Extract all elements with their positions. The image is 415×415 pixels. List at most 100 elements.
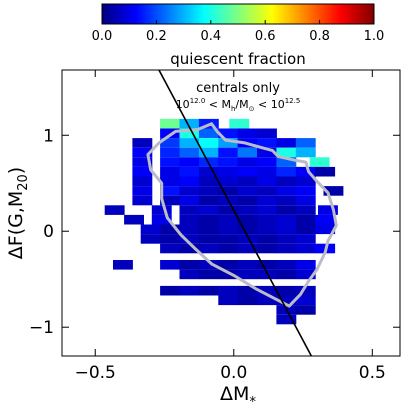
heatmap-cell — [218, 285, 239, 296]
colorbar-tick-label: 0.0 — [92, 29, 113, 44]
heatmap-cell — [218, 147, 239, 158]
heatmap-cell — [179, 157, 200, 167]
heatmap-cell — [295, 138, 316, 148]
heatmap-cell — [179, 195, 200, 206]
heatmap-cell — [237, 147, 258, 158]
heatmap-cell — [257, 205, 277, 215]
heatmap-cell — [218, 214, 239, 225]
heatmap-cell — [237, 205, 258, 215]
heatmap-cell — [160, 157, 180, 167]
heatmap-cell — [295, 269, 316, 280]
y-tick-label: 1 — [43, 126, 54, 146]
heatmap-cell — [257, 224, 277, 235]
heatmap-cell — [179, 186, 200, 196]
heatmap-cell — [257, 269, 277, 280]
heatmap-cell — [315, 166, 336, 177]
heatmap-cell — [198, 138, 219, 148]
range-mid: < M — [205, 98, 231, 111]
heatmap-cell — [276, 295, 297, 306]
x-tick-label: 0.5 — [359, 363, 386, 383]
colorbar-tick-label: 1.0 — [364, 29, 385, 44]
heatmap-cell — [179, 214, 200, 225]
heatmap-cell — [140, 224, 161, 235]
heatmap-cell — [309, 157, 330, 167]
heatmap-cell — [295, 234, 316, 244]
heatmap-cell — [160, 138, 180, 148]
range-sub-h: h — [231, 105, 235, 113]
heatmap-cell — [179, 166, 200, 177]
heatmap-cell — [295, 214, 316, 225]
x-tick-label: 0.0 — [220, 363, 247, 383]
heatmap-cell — [179, 269, 200, 280]
heatmap-cell — [198, 243, 219, 254]
range-unit-sub: ⊙ — [249, 105, 255, 113]
heatmap-cell — [132, 176, 153, 187]
heatmap-cell — [151, 214, 172, 225]
heatmap-cell — [315, 224, 336, 235]
range-base-low: 10 — [176, 98, 190, 111]
heatmap-cell — [276, 166, 297, 177]
heatmap-cell — [237, 269, 258, 280]
heatmap-cell — [257, 138, 277, 148]
heatmap-cell — [198, 285, 219, 296]
heatmap-cell — [179, 243, 200, 254]
heatmap-cell — [295, 176, 316, 187]
heatmap-cell — [151, 205, 172, 215]
colorbar-tick-label: 0.6 — [255, 29, 276, 44]
heatmap-cell — [276, 285, 297, 296]
range-unit: /M — [235, 98, 248, 111]
heatmap-cell — [295, 285, 316, 296]
heatmap-cell — [198, 234, 219, 244]
heatmap-cell — [237, 176, 258, 187]
heatmap-cell — [160, 285, 180, 296]
heatmap-cell — [237, 260, 258, 270]
heatmap-cell — [179, 138, 200, 148]
heatmap-cell — [237, 285, 258, 296]
range-lt: < — [255, 98, 271, 111]
heatmap-cell — [160, 224, 180, 235]
heatmap-cell — [276, 234, 297, 244]
heatmap-cell — [257, 243, 277, 254]
heatmap-cell — [257, 195, 277, 206]
heatmap-cell — [218, 205, 239, 215]
heatmap-cell — [160, 243, 180, 254]
heatmap-cell — [218, 157, 239, 167]
y-tick-label: −1 — [29, 318, 54, 338]
heatmap-cell — [276, 138, 297, 148]
colorbar-tick-label: 0.2 — [146, 29, 167, 44]
heatmap-cell — [160, 195, 180, 206]
heatmap-cell — [132, 195, 153, 206]
heatmap-cell — [160, 128, 180, 139]
heatmap-cell — [237, 157, 258, 167]
x-axis-label: ΔM* — [220, 383, 256, 410]
heatmap-cell — [198, 147, 219, 158]
heatmap-cell — [218, 295, 239, 306]
heatmap-cell — [276, 176, 297, 187]
heatmap-cell — [198, 166, 219, 177]
heatmap-cell — [229, 118, 250, 129]
heatmap-cell — [237, 195, 258, 206]
heatmap-cell — [198, 269, 219, 280]
y-axis-label-main: ΔF(G,M — [5, 191, 27, 260]
heatmap-cell — [160, 234, 180, 244]
heatmap-cell — [315, 214, 336, 225]
heatmap-cell — [276, 269, 297, 280]
heatmap-cell — [132, 166, 153, 177]
heatmap-cell — [257, 295, 277, 306]
colorbar-ticks: 0.0 0.2 0.4 0.6 0.8 1.0 — [92, 20, 385, 44]
heatmap-cell — [276, 214, 297, 225]
heatmap-cell — [295, 195, 316, 206]
heatmap-cell — [257, 260, 277, 270]
heatmap-cell — [237, 214, 258, 225]
heatmap-cell — [179, 205, 200, 215]
heatmap-cell — [295, 295, 316, 306]
heatmap-cell — [113, 260, 133, 270]
heatmap-cell — [257, 234, 277, 244]
heatmap-cell — [179, 176, 200, 187]
dividing-line — [158, 70, 313, 356]
heatmap-cell — [257, 285, 277, 296]
heatmap-cell — [218, 176, 239, 187]
heatmap-cell — [179, 147, 200, 158]
heatmap-cell — [295, 186, 316, 196]
